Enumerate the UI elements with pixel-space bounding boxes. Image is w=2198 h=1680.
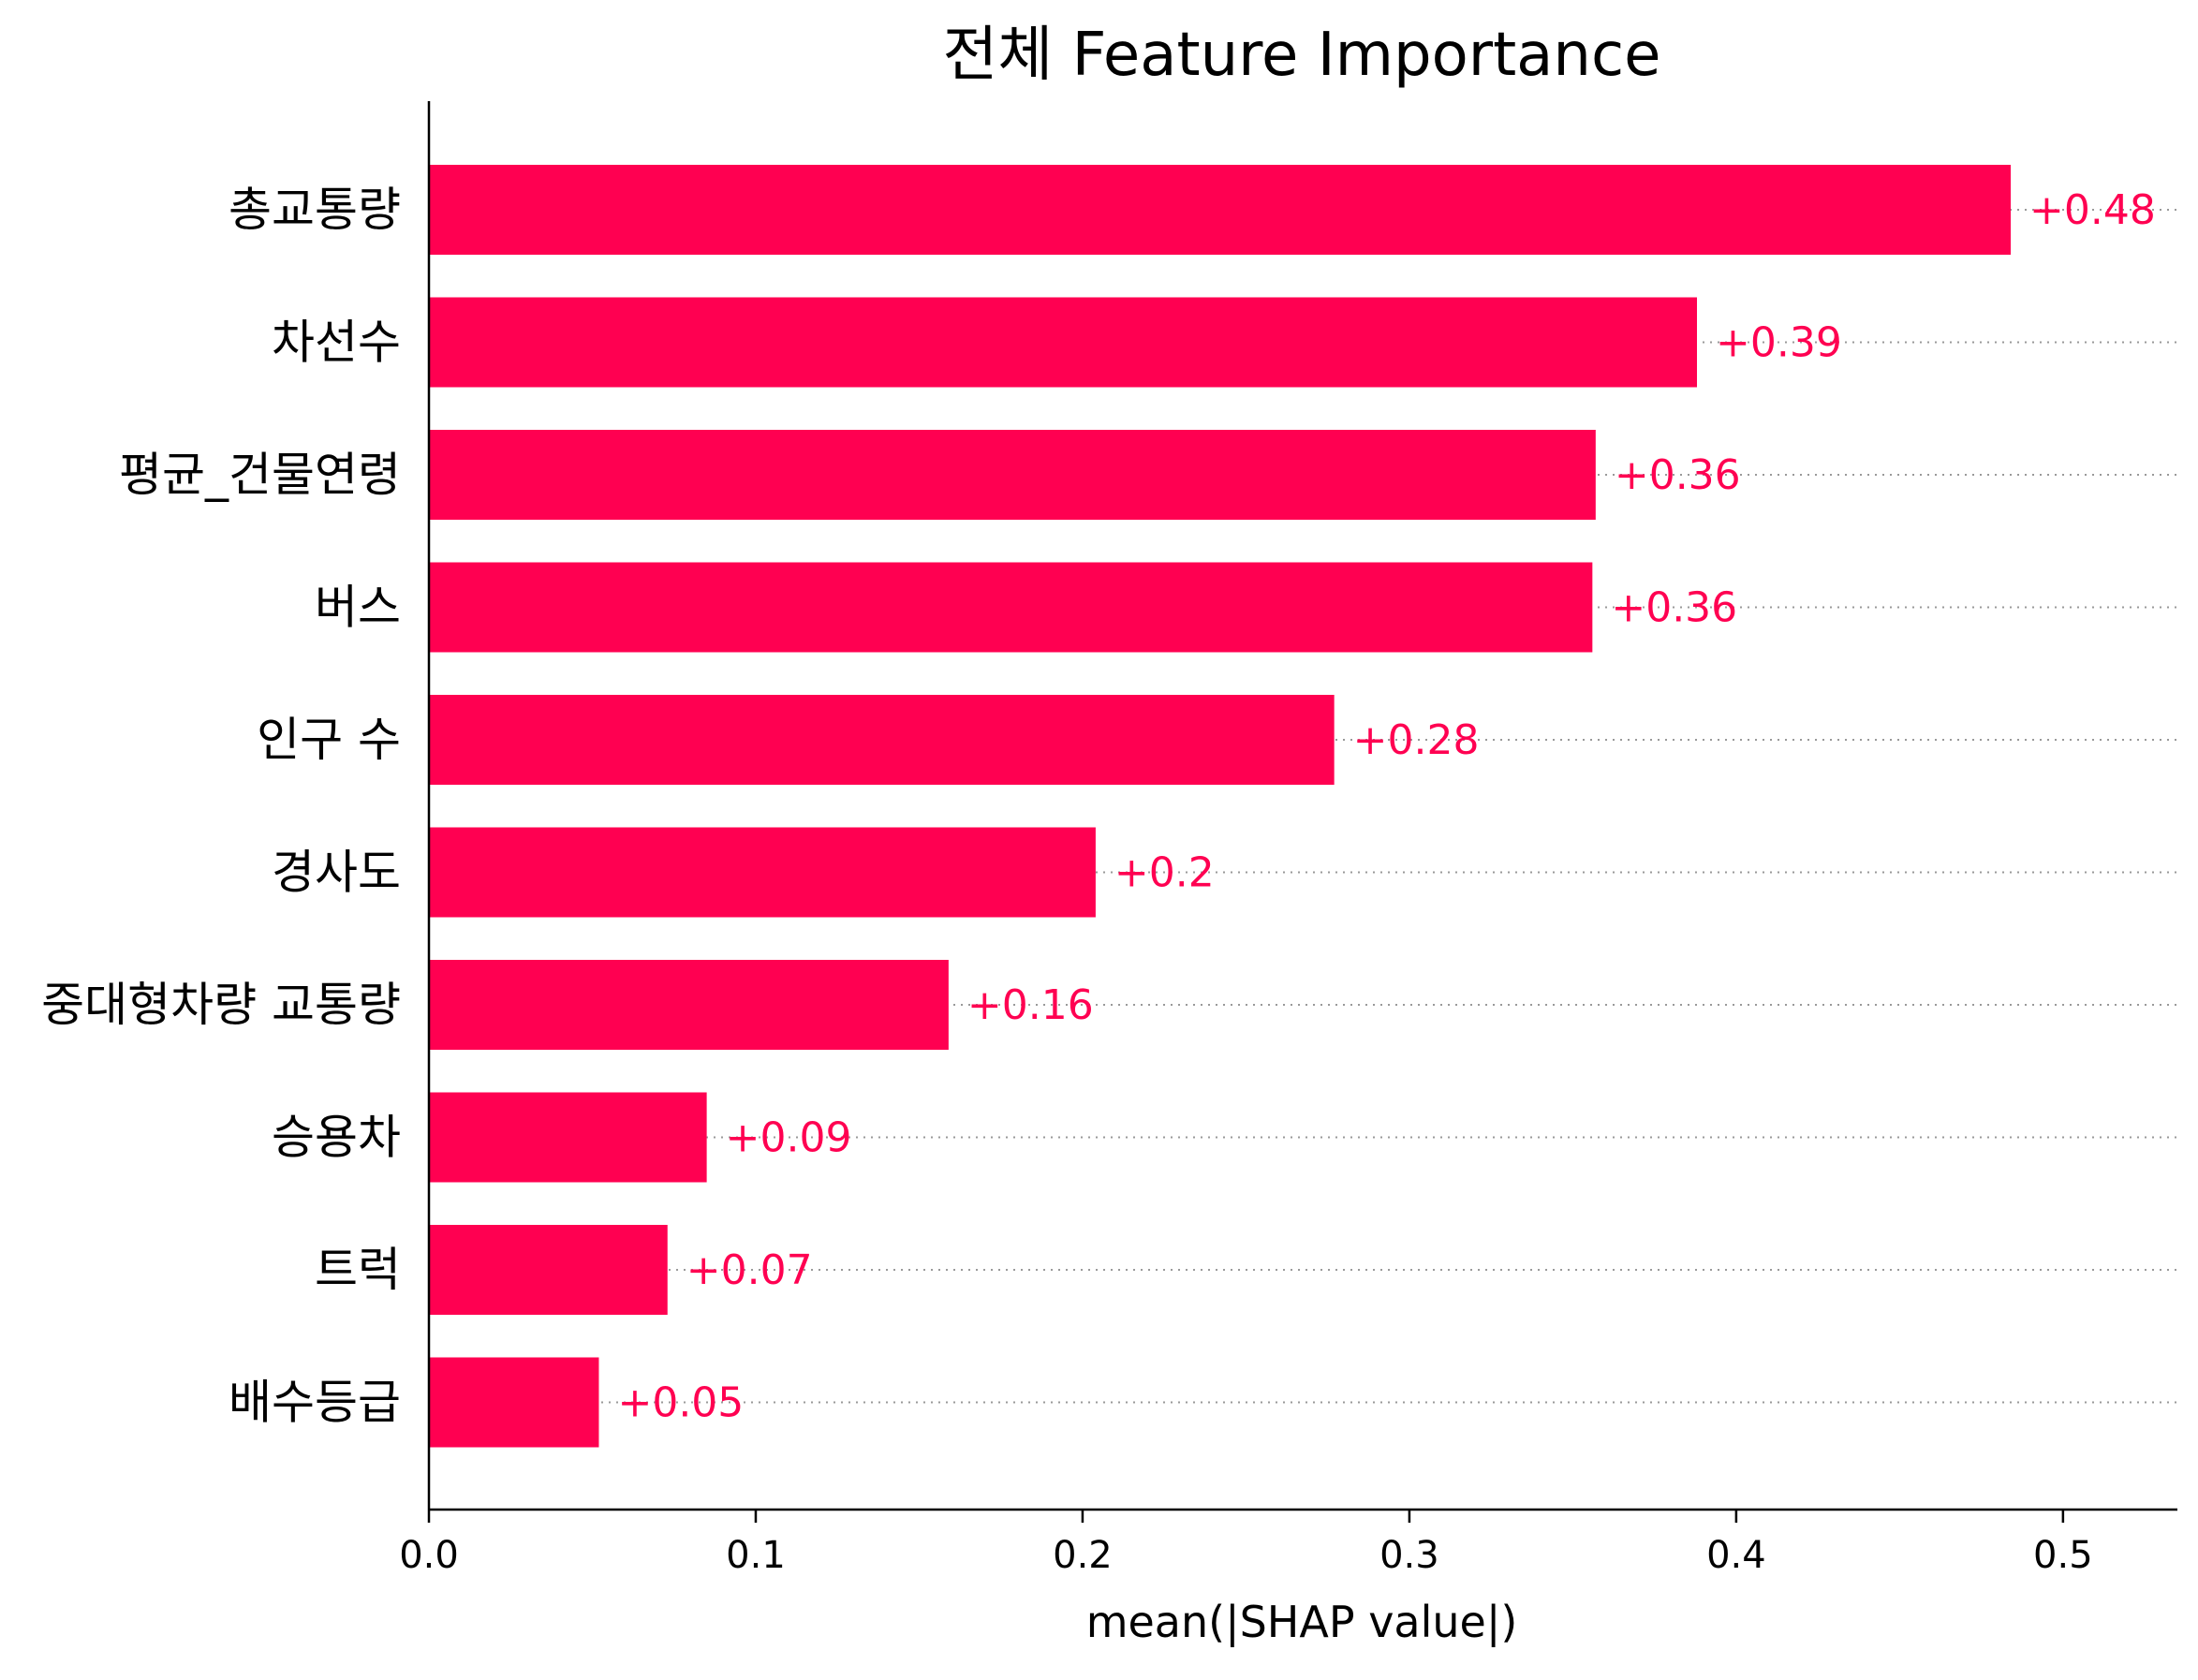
bar-value-label: +0.09 [726,1114,852,1162]
chart-title: 전체 Feature Importance [942,21,1660,90]
bar [429,430,1596,520]
bar [429,297,1698,388]
x-tick-label: 0.2 [1053,1534,1113,1577]
category-label: 총교통량 [229,183,401,237]
bar [429,165,2012,255]
x-tick-label: 0.3 [1379,1534,1439,1577]
row-guide-lines [429,209,2177,1404]
bar-value-label: +0.36 [1611,584,1737,632]
bar [429,562,1593,653]
category-label: 중대형차량 교통량 [41,978,401,1032]
bar-value-label: +0.07 [686,1246,813,1294]
category-label: 배수등급 [229,1376,401,1430]
category-label: 경사도 [272,846,401,900]
bar [429,695,1335,785]
x-tick-label: 0.0 [399,1534,459,1577]
category-label: 버스 [315,581,401,635]
category-label: 트럭 [315,1243,401,1297]
category-label: 차선수 [272,316,401,370]
bar-value-label: +0.16 [967,981,1094,1029]
category-label: 평균_건물연령 [119,448,401,502]
bar [429,1357,599,1448]
bar-value-label: +0.48 [2029,186,2156,234]
x-tick-label: 0.5 [2033,1534,2093,1577]
bar [429,1225,668,1315]
bar-value-label: +0.05 [617,1379,744,1427]
bar [429,1092,707,1183]
bar [429,827,1096,918]
x-tick-label: 0.4 [1706,1534,1766,1577]
category-label: 인구 수 [257,713,401,767]
x-axis-label: mean(|SHAP value|) [1086,1597,1518,1648]
x-tick-label: 0.1 [726,1534,786,1577]
bar-value-label: +0.28 [1353,716,1480,764]
category-label: 승용차 [272,1111,401,1165]
bar-value-label: +0.39 [1716,319,1842,367]
bars-group [429,165,2012,1448]
bar-value-label: +0.2 [1114,849,1215,897]
value-labels-group: +0.48 +0.39 +0.36 +0.36 +0.28 +0.2 +0.16 +0.09 +… [617,186,2155,1427]
x-ticks-group: 0.0 0.1 0.2 0.3 0.4 0.5 [399,1510,2093,1577]
bar [429,960,949,1050]
bar-value-label: +0.36 [1615,451,1741,499]
